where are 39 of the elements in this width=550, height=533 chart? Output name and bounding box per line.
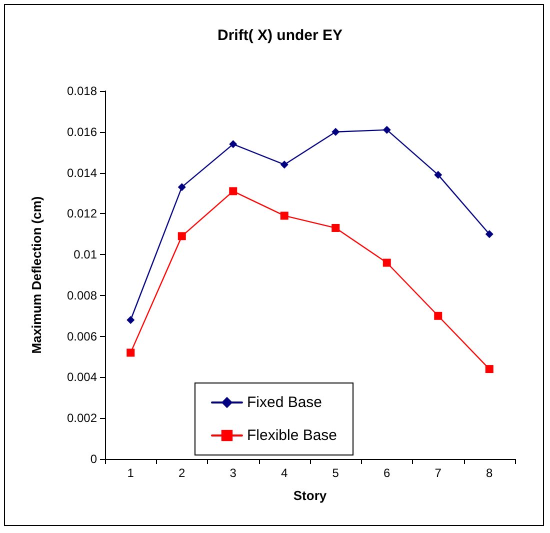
x-tick-label: 1 [127, 466, 134, 480]
point [126, 316, 135, 324]
point [229, 140, 238, 148]
point [434, 312, 442, 320]
legend-label: Fixed Base [246, 394, 322, 411]
x-tick-label: 4 [281, 466, 288, 480]
point [280, 212, 288, 220]
x-tick-label: 2 [178, 466, 186, 480]
point [382, 126, 391, 134]
point [485, 230, 494, 238]
x-tick-label: 3 [230, 466, 237, 480]
point [126, 348, 135, 357]
y-tick-label: 0.01 [74, 248, 98, 262]
x-tick-label: 5 [332, 466, 340, 480]
y-tick-label: 0.016 [66, 124, 98, 139]
point [178, 232, 186, 240]
x-tick-label: 8 [486, 466, 494, 480]
y-tick-label: 0 [90, 452, 98, 466]
y-tick-label: 0.002 [66, 411, 98, 426]
chart-title: Drift( X) under EY [217, 27, 343, 44]
point [178, 183, 186, 192]
y-tick-label: 0.004 [66, 370, 98, 384]
y-tick-label: 0.012 [66, 206, 98, 221]
y-tick-label: 0.008 [66, 288, 98, 302]
point [332, 128, 340, 136]
point [434, 170, 442, 179]
point [485, 365, 494, 374]
legend-label: Flexible Base [246, 427, 338, 444]
x-axis-title: Story [293, 488, 328, 503]
y-tick-label: 0.014 [66, 166, 98, 180]
y-axis-title: Maximum Deflection (cm) [29, 196, 44, 354]
x-tick-label: 6 [384, 466, 391, 480]
y-tick-label: 0.018 [66, 84, 98, 98]
point [332, 224, 340, 232]
x-tick-label: 7 [434, 466, 442, 480]
point [229, 187, 238, 196]
y-tick-label: 0.006 [66, 329, 98, 344]
point [280, 160, 288, 169]
point [382, 258, 391, 267]
